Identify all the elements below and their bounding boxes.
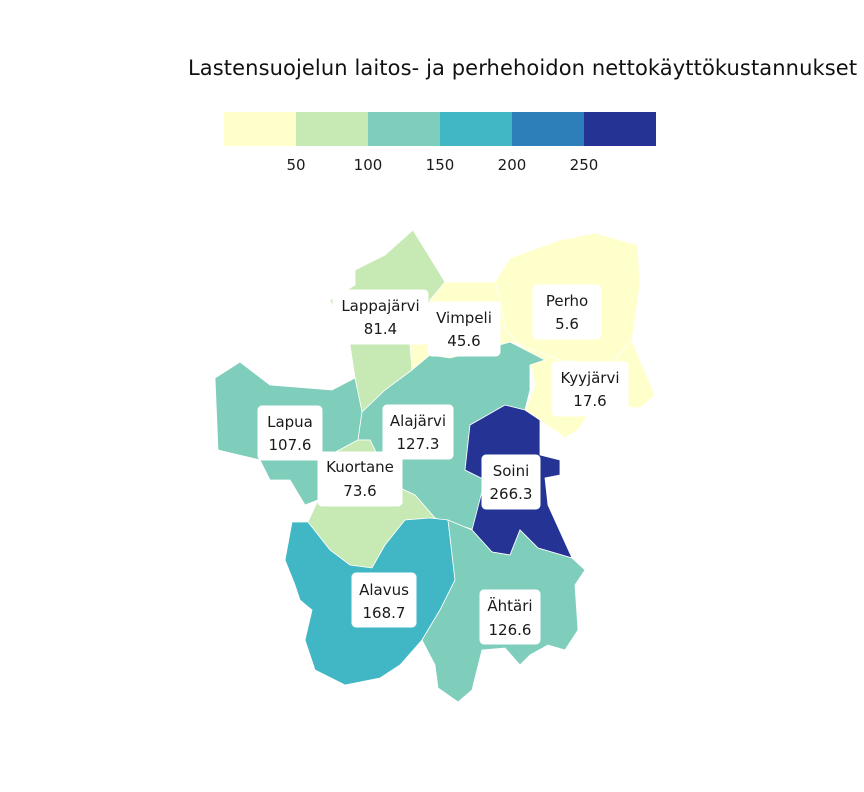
region-name-kyyjarvi: Kyyjärvi — [560, 369, 619, 387]
region-value-alajarvi: 127.3 — [397, 435, 440, 453]
legend-tick-label: 200 — [498, 156, 527, 174]
legend-swatch — [224, 112, 296, 146]
region-labels: Lappajärvi 81.4 Vimpeli 45.6 Perho 5.6 K… — [257, 284, 629, 645]
region-name-alavus: Alavus — [359, 581, 409, 599]
legend-swatch — [368, 112, 440, 146]
label-box-ahtari — [479, 589, 541, 645]
legend-swatch — [440, 112, 512, 146]
region-name-ahtari: Ähtäri — [487, 596, 532, 615]
label-box-alajarvi — [382, 404, 454, 460]
label-box-alavus — [351, 572, 417, 628]
label-box-soini — [481, 454, 541, 510]
region-value-vimpeli: 45.6 — [447, 332, 480, 350]
region-value-lappajarvi: 81.4 — [364, 320, 397, 338]
legend-tick-label: 50 — [286, 156, 305, 174]
map-title: Lastensuojelun laitos- ja perhehoidon ne… — [188, 56, 858, 80]
label-box-kyyjarvi — [551, 361, 629, 417]
legend-swatch — [584, 112, 656, 146]
region-name-alajarvi: Alajärvi — [390, 412, 446, 430]
region-value-lapua: 107.6 — [269, 436, 312, 454]
region-value-perho: 5.6 — [555, 315, 579, 333]
label-box-vimpeli — [427, 301, 501, 357]
legend-tick-label: 100 — [354, 156, 383, 174]
label-box-kuortane — [317, 451, 403, 507]
legend-swatch — [512, 112, 584, 146]
region-value-alavus: 168.7 — [363, 604, 406, 622]
label-box-lapua — [257, 405, 323, 461]
region-value-kuortane: 73.6 — [343, 482, 376, 500]
label-box-perho — [532, 284, 602, 340]
legend-swatch — [296, 112, 368, 146]
region-value-soini: 266.3 — [490, 485, 533, 503]
region-value-ahtari: 126.6 — [489, 621, 532, 639]
legend-tick-label: 150 — [426, 156, 455, 174]
region-name-vimpeli: Vimpeli — [436, 309, 492, 327]
region-name-lapua: Lapua — [267, 413, 313, 431]
region-name-soini: Soini — [493, 462, 530, 480]
region-name-kuortane: Kuortane — [326, 458, 394, 476]
region-name-perho: Perho — [546, 292, 588, 310]
color-legend: 50 100 150 200 250 — [224, 112, 656, 174]
region-name-lappajarvi: Lappajärvi — [341, 297, 419, 315]
legend-tick-label: 250 — [570, 156, 599, 174]
region-value-kyyjarvi: 17.6 — [573, 392, 606, 410]
